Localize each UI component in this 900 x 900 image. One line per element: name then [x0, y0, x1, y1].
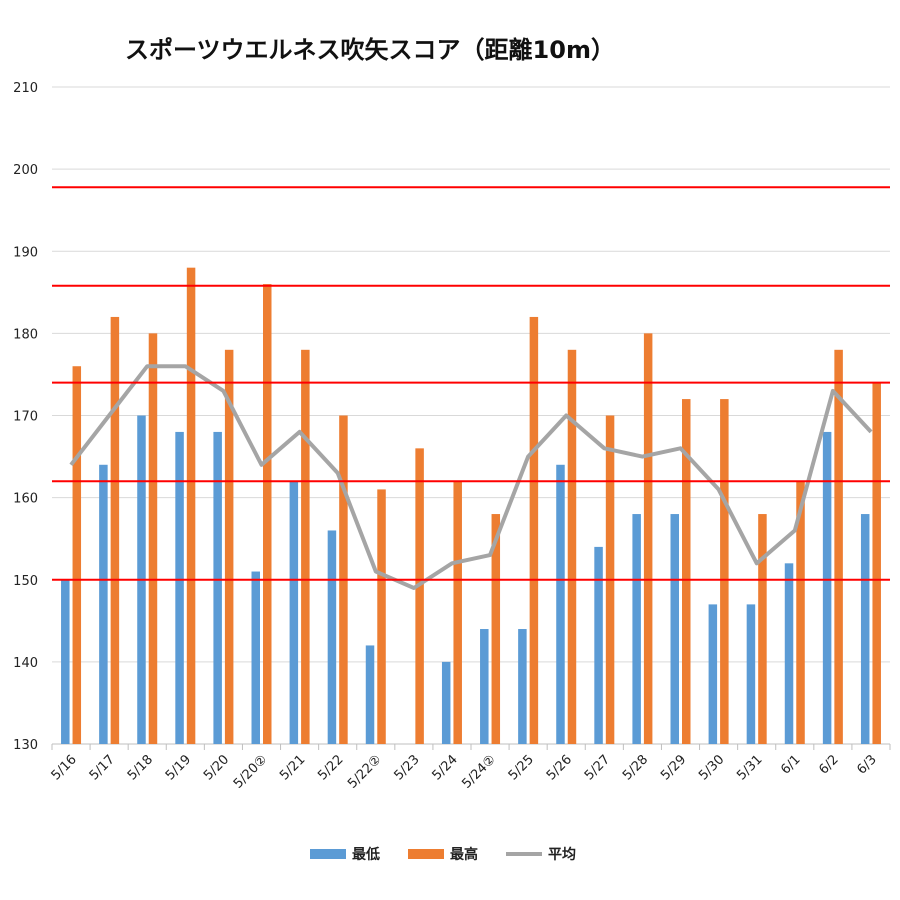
x-category-label: 5/20: [201, 752, 232, 783]
legend-label: 平均: [548, 846, 576, 863]
bar-min: [670, 514, 679, 744]
legend-swatch: [310, 849, 346, 859]
bar-min: [175, 431, 184, 744]
bar-min: [746, 604, 756, 744]
bar-max: [453, 481, 462, 744]
x-category-label: 5/18: [125, 752, 156, 783]
bar-min: [708, 604, 718, 744]
x-category-label: 5/26: [544, 752, 575, 783]
x-category-label: 5/25: [506, 752, 537, 783]
x-category-label: 5/29: [658, 752, 689, 783]
x-category-label: 5/22: [315, 752, 346, 783]
x-category-label: 5/24②: [459, 752, 498, 791]
bar-max: [529, 316, 539, 744]
bar-max: [567, 349, 577, 744]
bar-max: [415, 448, 424, 744]
bar-min: [441, 661, 451, 744]
bar-max: [491, 514, 501, 744]
legend-label: 最低: [352, 846, 380, 863]
average-line: [69, 364, 873, 590]
y-tick-label: 200: [13, 163, 38, 178]
bar-max: [110, 316, 120, 744]
bar-min: [556, 464, 565, 744]
x-category-label: 5/27: [582, 752, 613, 783]
x-category-label: 5/22②: [345, 752, 384, 791]
x-category-label: 6/3: [854, 752, 879, 777]
x-category-label: 5/31: [734, 752, 765, 783]
x-category-label: 5/17: [87, 752, 118, 783]
bar-max: [834, 349, 843, 744]
x-category-label: 5/20②: [231, 752, 270, 791]
bar-max: [682, 399, 691, 744]
bar-max: [377, 489, 386, 744]
bar-max: [186, 267, 196, 744]
y-tick-label: 170: [13, 410, 38, 425]
bar-min: [327, 530, 337, 744]
bar-max: [643, 333, 653, 744]
y-tick-label: 210: [13, 81, 38, 96]
x-category-label: 5/30: [696, 752, 727, 783]
y-tick-label: 130: [13, 738, 38, 753]
bar-min: [594, 546, 603, 744]
x-category-label: 5/16: [49, 752, 80, 783]
bar-min: [518, 629, 527, 744]
bar-max: [720, 399, 729, 744]
bar-min: [365, 645, 375, 744]
bar-max: [224, 349, 234, 744]
bar-max: [872, 382, 881, 744]
legend-swatch: [408, 849, 444, 859]
y-tick-label: 140: [13, 656, 38, 671]
bar-max: [263, 284, 272, 744]
bar-min: [822, 431, 832, 744]
bar-min: [784, 563, 794, 744]
y-tick-label: 160: [13, 492, 38, 507]
bar-max: [758, 514, 767, 744]
y-tick-label: 190: [13, 245, 38, 260]
x-category-label: 6/1: [778, 752, 803, 777]
bar-max: [796, 481, 805, 744]
bar-min: [61, 579, 70, 744]
x-category-label: 5/23: [391, 752, 422, 783]
bar-min: [632, 514, 641, 744]
bar-max: [301, 349, 310, 744]
bar-max: [148, 333, 158, 744]
bar-min: [99, 464, 108, 744]
y-tick-label: 150: [13, 574, 38, 589]
chart-title: スポーツウエルネス吹矢スコア（距離10m）: [125, 36, 615, 64]
bar-min: [860, 514, 870, 744]
bar-min: [213, 431, 222, 744]
bar-min: [480, 629, 489, 744]
x-category-label: 5/24: [430, 752, 461, 783]
bar-max: [72, 366, 82, 744]
x-category-label: 5/21: [277, 752, 308, 783]
bar-min: [251, 571, 260, 744]
x-category-label: 5/19: [163, 752, 194, 783]
x-category-label: 6/2: [816, 752, 841, 777]
legend-label: 最高: [450, 846, 478, 863]
x-category-label: 5/28: [620, 752, 651, 783]
bar-min: [289, 481, 299, 744]
y-tick-label: 180: [13, 327, 38, 342]
